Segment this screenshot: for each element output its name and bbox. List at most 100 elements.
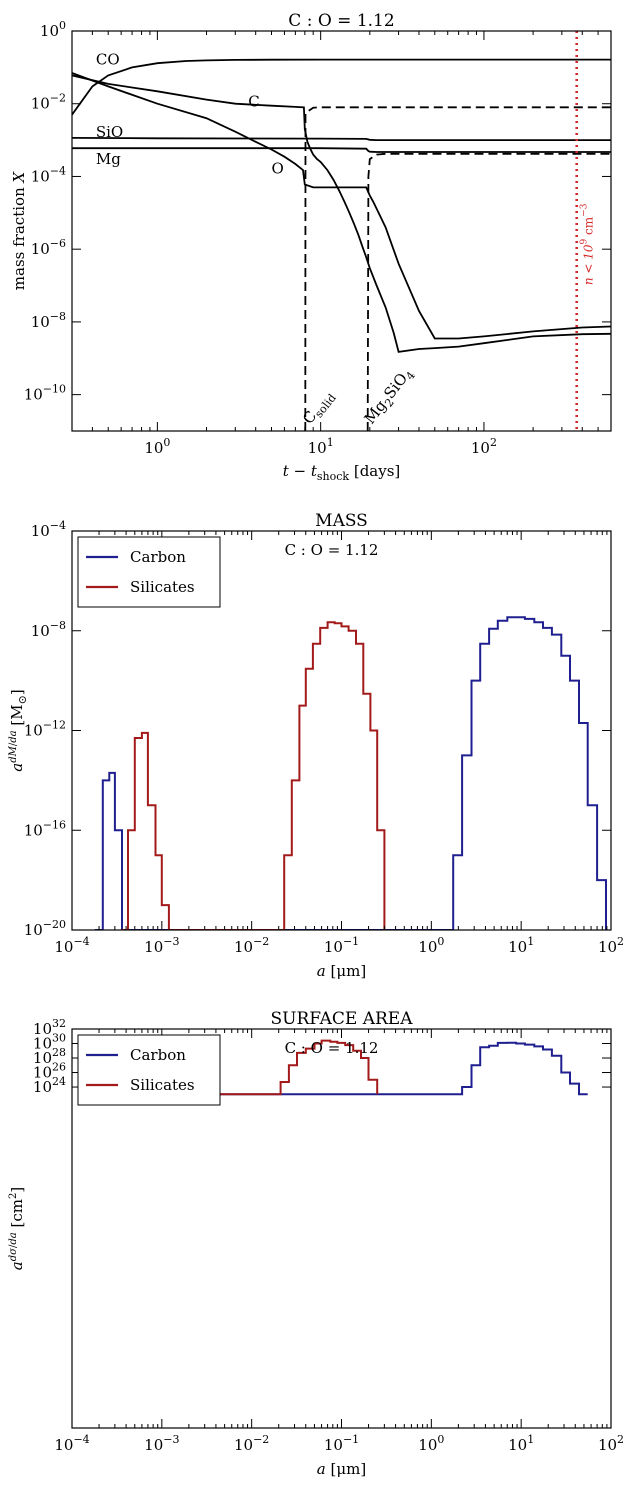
x-tick-base: 10 <box>598 938 617 956</box>
y-tick-exponent: −10 <box>43 383 66 396</box>
x-tick-label: 10−1 <box>324 935 359 956</box>
x-tick-label: 101 <box>308 436 334 457</box>
x-axis-label-var: a <box>317 962 326 980</box>
y-tick-label: 10−4 <box>31 519 66 540</box>
x-tick-base: 10 <box>598 1436 617 1454</box>
x-axis-label-text: t − t <box>283 462 318 480</box>
series-line-mg <box>72 147 611 153</box>
y-tick-label: 10−16 <box>24 818 66 839</box>
y-tick-label: 10−2 <box>31 92 66 113</box>
x-tick-exponent: −2 <box>253 1433 269 1446</box>
y-tick-base: 10 <box>33 1049 52 1067</box>
y-axis-label-unit-subscript: ⊙ <box>16 695 29 704</box>
x-tick-label: 10−2 <box>234 935 269 956</box>
legend-label-silicates: Silicates <box>130 1076 195 1094</box>
density-threshold-label: n < 109 cm−3 <box>580 203 596 285</box>
y-tick-base: 10 <box>24 386 43 404</box>
y-tick-base: 10 <box>33 1078 52 1096</box>
inset-ratio-label: C : O = 1.12 <box>285 1039 379 1057</box>
legend: Carbon Silicates <box>77 1034 221 1106</box>
x-tick-base: 10 <box>418 1436 437 1454</box>
x-tick-base: 10 <box>418 938 437 956</box>
series-step-carbon <box>94 616 607 930</box>
chart-title: SURFACE AREA <box>271 1009 414 1029</box>
x-tick-exponent: 0 <box>163 436 170 449</box>
x-tick-label: 102 <box>471 436 497 457</box>
x-tick-exponent: −4 <box>73 1433 89 1446</box>
chart-title: C : O = 1.12 <box>288 11 394 31</box>
x-tick-base: 10 <box>508 1436 527 1454</box>
legend-label-carbon: Carbon <box>130 548 186 566</box>
x-tick-exponent: −1 <box>343 1433 359 1446</box>
y-tick-exponent: −8 <box>50 310 66 323</box>
x-tick-label: 10−4 <box>54 935 89 956</box>
x-tick-exponent: 1 <box>527 1433 534 1446</box>
y-tick-base: 10 <box>33 1035 52 1053</box>
series-step-silicates <box>120 621 386 930</box>
y-tick-exponent: −8 <box>50 619 66 632</box>
y-tick-base: 10 <box>31 522 50 540</box>
x-tick-exponent: 2 <box>490 436 497 449</box>
y-tick-base: 10 <box>31 167 50 185</box>
x-tick-exponent: −2 <box>253 935 269 948</box>
plot-frame <box>71 30 612 432</box>
x-tick-base: 10 <box>308 439 327 457</box>
x-axis-label: t − tshock [days] <box>283 462 401 483</box>
y-tick-label: 1024 <box>33 1075 66 1096</box>
x-tick-exponent: −1 <box>343 935 359 948</box>
series-label: O <box>272 160 284 178</box>
x-tick-exponent: 2 <box>617 935 624 948</box>
threshold-label-unit: cm <box>582 216 596 239</box>
x-tick-exponent: 0 <box>437 1433 444 1446</box>
y-tick-label: 1026 <box>33 1061 66 1082</box>
series-label: CO <box>96 50 120 68</box>
series-line-sio <box>72 137 611 141</box>
y-tick-base: 10 <box>31 622 50 640</box>
y-axis-label-fraction-bar: / <box>8 742 19 746</box>
series-label: SiO <box>96 123 123 141</box>
y-axis-label-var: a <box>8 1261 26 1270</box>
x-tick-label: 100 <box>418 935 444 956</box>
x-axis-label-unit: [μm] <box>326 962 366 980</box>
x-axis-label: a [μm] <box>317 1460 366 1478</box>
x-tick-label: 10−2 <box>234 1433 269 1454</box>
x-tick-label: 100 <box>144 436 170 457</box>
x-tick-label: 101 <box>508 935 534 956</box>
x-tick-exponent: −3 <box>163 1433 179 1446</box>
x-tick-base: 10 <box>234 1436 253 1454</box>
legend-label-carbon: Carbon <box>130 1046 186 1064</box>
legend-label-silicates: Silicates <box>130 578 195 596</box>
y-tick-base: 10 <box>31 240 50 258</box>
x-tick-exponent: 1 <box>527 935 534 948</box>
x-tick-base: 10 <box>144 1436 163 1454</box>
x-tick-base: 10 <box>144 938 163 956</box>
condensation-annotation: Mg2SiO4 <box>361 364 418 429</box>
condensation-curve <box>366 152 611 431</box>
legend: Carbon Silicates <box>77 536 221 608</box>
y-axis-label: adM/da [M⊙] <box>8 689 29 771</box>
y-tick-exponent: 32 <box>52 1017 66 1030</box>
x-axis-label-subscript: shock <box>317 470 350 483</box>
x-tick-exponent: −4 <box>73 935 89 948</box>
y-tick-label: 1032 <box>33 1017 66 1038</box>
x-tick-base: 10 <box>508 938 527 956</box>
x-tick-label: 102 <box>598 935 624 956</box>
legend-box <box>77 536 221 608</box>
y-tick-label: 100 <box>40 19 66 40</box>
chart-title: MASS <box>315 511 368 531</box>
series-line-o <box>72 72 611 340</box>
y-tick-label: 1028 <box>33 1046 66 1067</box>
y-axis-label-var: a <box>8 763 26 772</box>
y-tick-exponent: −4 <box>50 164 66 177</box>
y-axis-label-text: mass fraction <box>10 183 28 291</box>
surface-area-distribution-panel: 10−4 10−3 10−2 10−1 100 101 102103210301028102… <box>8 1009 624 1478</box>
x-tick-label: 10−3 <box>144 1433 179 1454</box>
plot-area <box>72 58 611 431</box>
series-line-co <box>72 58 611 116</box>
y-tick-exponent: −2 <box>50 92 66 105</box>
mass-distribution-panel: 10−4 10−3 10−2 10−1 100 101 10210−410−810−1210… <box>8 511 624 980</box>
y-tick-base: 10 <box>31 313 50 331</box>
threshold-label-exponent: −3 <box>580 203 590 217</box>
inset-ratio-label: C : O = 1.12 <box>285 541 379 559</box>
